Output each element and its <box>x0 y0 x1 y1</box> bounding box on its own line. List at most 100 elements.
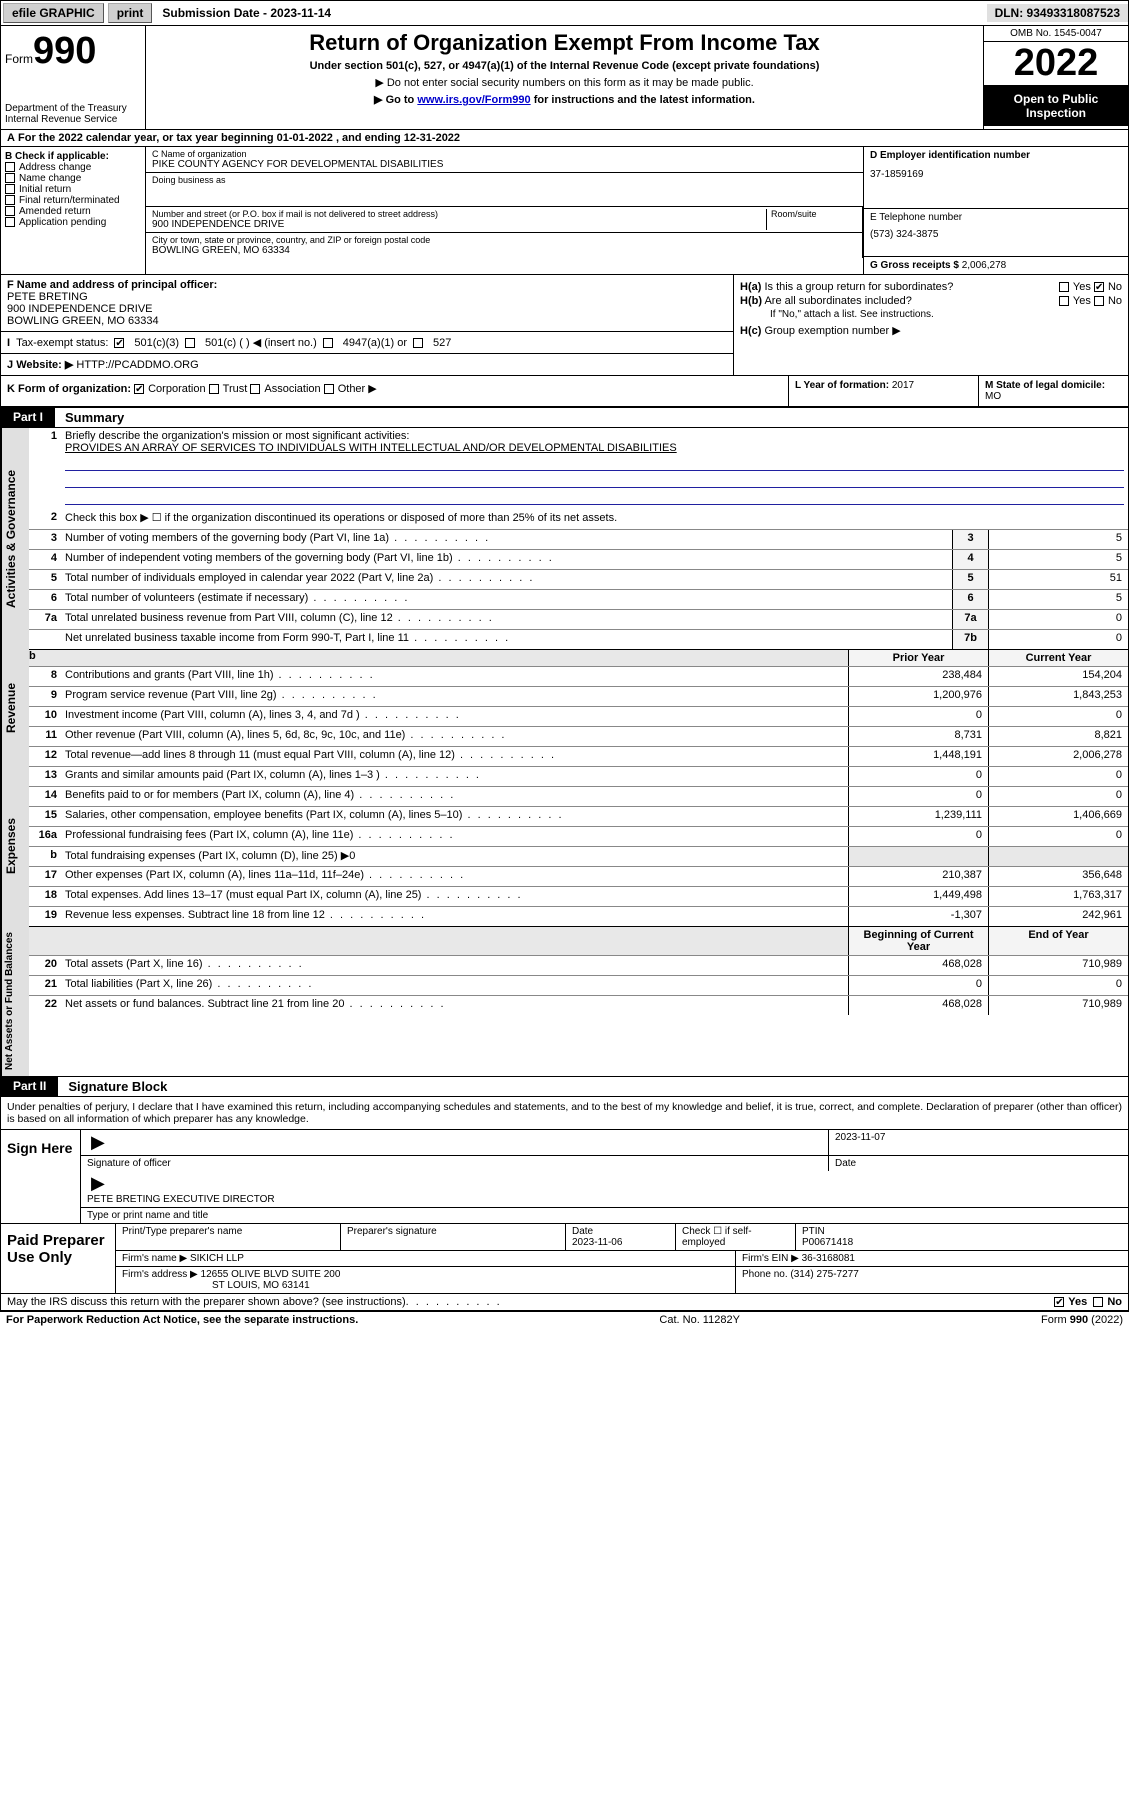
line-text: Number of independent voting members of … <box>61 550 952 569</box>
q1-num: 1 <box>29 428 61 509</box>
gov-line: 3 Number of voting members of the govern… <box>29 529 1128 549</box>
form-number: 990 <box>33 30 96 72</box>
line-cy: 0 <box>988 827 1128 846</box>
hb-yes[interactable] <box>1059 296 1069 306</box>
ck-initial-return[interactable] <box>5 184 15 194</box>
line-num: 21 <box>29 976 61 995</box>
ck-address-change[interactable] <box>5 162 15 172</box>
ck-name-change[interactable] <box>5 173 15 183</box>
line-py: 0 <box>848 787 988 806</box>
ck-corp[interactable] <box>134 384 144 394</box>
firm-ein-lbl: Firm's EIN ▶ <box>742 1253 799 1264</box>
line-num: 15 <box>29 807 61 826</box>
line-value: 0 <box>988 630 1128 649</box>
line-num: 16a <box>29 827 61 846</box>
city-value: BOWLING GREEN, MO 63334 <box>152 245 856 256</box>
line-value: 5 <box>988 550 1128 569</box>
opt-other: Other ▶ <box>338 383 377 395</box>
line-py: 1,448,191 <box>848 747 988 766</box>
data-line: 21 Total liabilities (Part X, line 26) 0… <box>29 975 1128 995</box>
header-left: Form990 Department of the Treasury Inter… <box>1 26 146 129</box>
paid-preparer-body: Print/Type preparer's name Preparer's si… <box>116 1224 1128 1293</box>
line-num: 10 <box>29 707 61 726</box>
col-b-checkboxes: B Check if applicable: Address change Na… <box>1 147 146 274</box>
addr-row: Number and street (or P.O. box if mail i… <box>146 207 863 258</box>
line-cy: 710,989 <box>988 996 1128 1015</box>
net-body: Beginning of Current Year End of Year 20… <box>29 926 1128 1076</box>
col-right-deg: D Employer identification number 37-1859… <box>863 147 1128 274</box>
discuss-row: May the IRS discuss this return with the… <box>0 1294 1129 1311</box>
ck-final-return[interactable] <box>5 195 15 205</box>
q2-txt: Check this box ▶ ☐ if the organization d… <box>61 509 1128 529</box>
hb-no[interactable] <box>1094 296 1104 306</box>
section-expenses: Expenses 13 Grants and similar amounts p… <box>0 766 1129 926</box>
footer-form-pre: Form <box>1041 1314 1070 1326</box>
discuss-yes[interactable] <box>1054 1297 1064 1307</box>
l-label: L Year of formation: <box>795 380 889 391</box>
ck-app-pending[interactable] <box>5 217 15 227</box>
ck-trust[interactable] <box>209 384 219 394</box>
officer-name: PETE BRETING <box>7 291 727 303</box>
c-name-block: C Name of organization PIKE COUNTY AGENC… <box>146 147 863 173</box>
ck-501c[interactable] <box>185 338 195 348</box>
line-num: 11 <box>29 727 61 746</box>
street-row: Number and street (or P.O. box if mail i… <box>146 207 862 233</box>
part2-title: Signature Block <box>58 1077 177 1096</box>
line-py: 1,239,111 <box>848 807 988 826</box>
opt-name: Name change <box>19 173 81 184</box>
officer-addr1: 900 INDEPENDENCE DRIVE <box>7 303 727 315</box>
opt-pending: Application pending <box>19 217 106 228</box>
sig-arrow2-icon: ▶ <box>87 1173 109 1193</box>
line-py: 468,028 <box>848 956 988 975</box>
data-line: 8 Contributions and grants (Part VIII, l… <box>29 666 1128 686</box>
dln-number: DLN: 93493318087523 <box>987 4 1128 22</box>
line-text: Number of voting members of the governin… <box>61 530 952 549</box>
form-note-ssn: ▶ Do not enter social security numbers o… <box>154 76 975 89</box>
line-text: Total expenses. Add lines 13–17 (must eq… <box>61 887 848 906</box>
ck-527[interactable] <box>413 338 423 348</box>
ck-501c3[interactable] <box>114 338 124 348</box>
opt-final: Final return/terminated <box>19 195 120 206</box>
form-subtitle: Under section 501(c), 527, or 4947(a)(1)… <box>154 60 975 72</box>
line-value: 5 <box>988 530 1128 549</box>
part1-title: Summary <box>55 408 134 427</box>
line-py: 0 <box>848 707 988 726</box>
print-button[interactable]: print <box>108 3 153 23</box>
m-state: M State of legal domicile:MO <box>978 376 1128 406</box>
col-cde: C Name of organization PIKE COUNTY AGENC… <box>146 147 863 274</box>
sig-date-value: 2023-11-07 <box>828 1130 1128 1155</box>
pra-notice: For Paperwork Reduction Act Notice, see … <box>6 1314 358 1326</box>
ck-other[interactable] <box>324 384 334 394</box>
data-line: b Total fundraising expenses (Part IX, c… <box>29 846 1128 866</box>
data-line: 9 Program service revenue (Part VIII, li… <box>29 686 1128 706</box>
header-right: OMB No. 1545-0047 2022 Open to Public In… <box>983 26 1128 129</box>
line-num: 13 <box>29 767 61 786</box>
row-klm: K Form of organization: Corporation Trus… <box>0 376 1129 407</box>
sign-here-label: Sign Here <box>1 1130 81 1223</box>
rev-hdr-b: b <box>29 650 848 666</box>
line-cy: 1,406,669 <box>988 807 1128 826</box>
ha-no[interactable] <box>1094 282 1104 292</box>
ck-amended[interactable] <box>5 206 15 216</box>
line-cy: 242,961 <box>988 907 1128 926</box>
line-py: 468,028 <box>848 996 988 1015</box>
line-cy: 0 <box>988 787 1128 806</box>
line-text: Total liabilities (Part X, line 26) <box>61 976 848 995</box>
line-text: Contributions and grants (Part VIII, lin… <box>61 667 848 686</box>
discuss-no[interactable] <box>1093 1297 1103 1307</box>
paid-preparer-label: Paid Preparer Use Only <box>1 1224 116 1293</box>
current-year-hdr: Current Year <box>988 650 1128 666</box>
line-num: 17 <box>29 867 61 886</box>
ck-assoc[interactable] <box>250 384 260 394</box>
ha-yes[interactable] <box>1059 282 1069 292</box>
ptin-val: P00671418 <box>802 1237 853 1248</box>
line-num: 4 <box>29 550 61 569</box>
line-num: 9 <box>29 687 61 706</box>
line-py <box>848 847 988 866</box>
signature-block: Under penalties of perjury, I declare th… <box>0 1096 1129 1294</box>
line-text: Benefits paid to or for members (Part IX… <box>61 787 848 806</box>
irs-label: Internal Revenue Service <box>5 114 141 125</box>
irs-link[interactable]: www.irs.gov/Form990 <box>417 94 530 106</box>
goto-pre: ▶ Go to <box>374 94 417 106</box>
ck-4947[interactable] <box>323 338 333 348</box>
